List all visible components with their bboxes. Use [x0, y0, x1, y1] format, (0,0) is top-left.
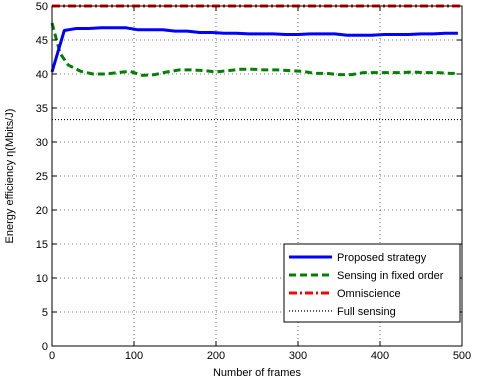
x-tick-label: 100: [125, 350, 143, 362]
series-line-1: [50, 22, 458, 77]
tick-labels: 0 100 200 300 400 500 0 5 10 15 20 25 30 35 40 45 50: [36, 1, 471, 362]
x-axis-label: Number of frames: [213, 367, 302, 379]
y-tick-label: 40: [36, 69, 48, 81]
x-tick-label: 400: [371, 350, 389, 362]
legend-label-1: Sensing in fixed order: [337, 270, 444, 282]
x-tick-label: 200: [207, 350, 225, 362]
y-tick-label: 5: [42, 307, 48, 319]
y-axis-label: Energy efficiency η(Mbits/J): [4, 109, 16, 244]
x-tick-label: 500: [453, 350, 471, 362]
y-tick-label: 20: [36, 205, 48, 217]
y-tick-label: 0: [42, 341, 48, 353]
series-group: [50, 4, 462, 121]
legend-label-3: Full sensing: [337, 306, 396, 318]
grid: [52, 6, 462, 346]
x-tick-label: 0: [49, 350, 55, 362]
series-line-0: [50, 26, 458, 73]
y-tick-label: 30: [36, 137, 48, 149]
ticks: [51, 5, 463, 347]
y-tick-label: 10: [36, 273, 48, 285]
legend: Proposed strategy Sensing in fixed order O…: [283, 243, 461, 323]
x-tick-label: 300: [289, 350, 307, 362]
y-tick-label: 15: [36, 239, 48, 251]
y-tick-label: 25: [36, 171, 48, 183]
y-tick-label: 50: [36, 1, 48, 13]
y-tick-label: 45: [36, 35, 48, 47]
legend-label-2: Omniscience: [337, 288, 401, 300]
legend-label-0: Proposed strategy: [337, 252, 427, 264]
y-tick-label: 35: [36, 103, 48, 115]
